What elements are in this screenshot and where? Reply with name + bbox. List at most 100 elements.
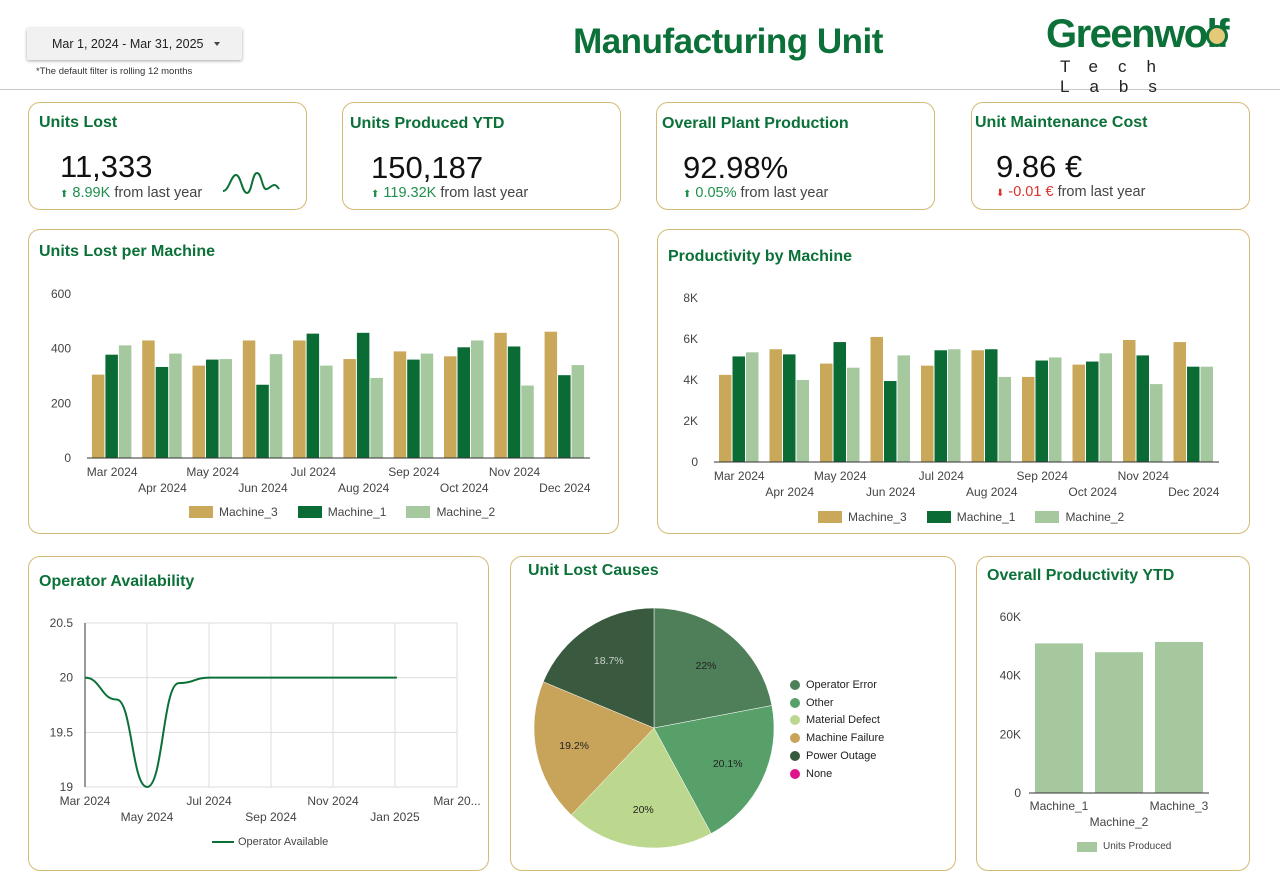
slice-label: 19.2% — [559, 740, 589, 752]
bar — [1187, 366, 1200, 462]
bar — [1123, 340, 1136, 462]
slice-label: 20.1% — [713, 758, 743, 770]
bar — [769, 349, 782, 462]
x-tick-label: Machine_3 — [1150, 799, 1209, 813]
chevron-down-icon[interactable] — [214, 42, 220, 46]
kpi-delta-value: 0.05% — [695, 185, 737, 201]
bar — [91, 374, 105, 458]
x-tick-label: Sep 2024 — [388, 465, 440, 479]
legend-swatch — [790, 733, 800, 744]
x-tick-label: Oct 2024 — [440, 481, 489, 495]
bar — [571, 365, 585, 458]
y-tick-label: 400 — [51, 342, 71, 356]
bar — [971, 350, 984, 462]
legend-label: Material Defect — [806, 714, 880, 727]
kpi-title: Units Produced YTD — [350, 115, 505, 132]
x-tick-label: Jun 2024 — [866, 485, 916, 499]
bar — [544, 331, 558, 458]
bar — [796, 380, 809, 462]
legend-label: None — [806, 767, 833, 780]
kpi-card-units-produced: Units Produced YTD 150,187 ⬆ 119.32K from… — [342, 102, 621, 210]
bar — [306, 333, 320, 458]
y-tick-label: 0 — [64, 451, 71, 465]
legend-label: Operator Available — [238, 836, 329, 848]
chart-title: Units Lost per Machine — [39, 243, 216, 260]
kpi-value: 11,333 — [60, 149, 153, 184]
bar — [444, 356, 457, 458]
x-tick-label: Aug 2024 — [338, 481, 390, 495]
legend-swatch — [1035, 511, 1060, 523]
y-tick-label: 6K — [683, 332, 698, 346]
unit-lost-causes-pie-chart: 22% 20.1% 20% 19.2% 18.7% — [533, 607, 775, 849]
y-tick-label: 20K — [1000, 727, 1021, 741]
company-logo: Greenwolf Tech Labs — [1040, 10, 1260, 96]
kpi-delta-value: 119.32K — [383, 185, 437, 201]
logo-subtitle: Tech Labs — [1060, 57, 1177, 96]
bar — [256, 384, 269, 458]
bar — [242, 340, 256, 458]
bar — [1086, 361, 1099, 462]
legend-swatch — [790, 751, 800, 762]
units-lost-per-machine-card: Units Lost per Machine 0 200 400 600 Mar 202… — [28, 229, 619, 534]
kpi-card-maintenance-cost: Unit Maintenance Cost 9.86 € ⬇ -0.01 € fr… — [971, 102, 1250, 210]
legend-swatch — [926, 511, 951, 523]
y-tick-label: 200 — [51, 396, 71, 410]
legend-swatch — [790, 697, 800, 708]
legend-swatch — [189, 506, 213, 518]
legend-item: Power Outage — [790, 747, 884, 765]
arrow-up-icon: ⬆ — [60, 189, 69, 200]
legend-label: Machine_3 — [219, 505, 278, 519]
legend-label: Units Produced — [1103, 841, 1172, 852]
kpi-delta-suffix: from last year — [440, 185, 529, 201]
chart-legend: Machine_3 Machine_1 Machine_2 — [189, 505, 515, 519]
x-tick-label: Mar 2024 — [714, 469, 765, 483]
pie-slice — [542, 607, 655, 729]
x-tick-label: Aug 2024 — [966, 485, 1018, 499]
arrow-up-icon: ⬆ — [371, 189, 380, 200]
bar — [293, 340, 306, 458]
x-tick-label: Sep 2024 — [245, 810, 297, 824]
bar — [833, 342, 846, 462]
kpi-delta-value: 8.99K — [72, 185, 111, 201]
y-tick-label: 0 — [1014, 786, 1021, 800]
bar — [343, 359, 356, 458]
chart-title: Overall Productivity YTD — [987, 567, 1175, 584]
bar — [206, 359, 219, 458]
chart-legend: Units Produced — [1077, 841, 1191, 852]
kpi-value: 150,187 — [371, 150, 484, 185]
bar — [1136, 355, 1149, 462]
x-tick-label: May 2024 — [186, 465, 239, 479]
bar — [719, 374, 732, 462]
x-tick-label: Machine_2 — [1090, 815, 1149, 829]
kpi-card-units-lost: Units Lost 11,333 ⬆ 8.99K from last year — [28, 102, 307, 210]
operator-availability-line-chart: 19 19.5 20 20.5 Mar 2024 May 2024 Jul 2024 Sep … — [50, 616, 481, 824]
bar — [820, 363, 833, 462]
bar — [934, 350, 947, 462]
bar — [1049, 357, 1062, 462]
legend-label: Power Outage — [806, 750, 877, 763]
x-tick-label: Nov 2024 — [489, 465, 541, 479]
pie-slice — [653, 607, 773, 729]
y-tick-label: 60K — [1000, 610, 1021, 624]
y-tick-label: 20 — [60, 671, 74, 685]
bar — [921, 365, 934, 462]
legend-swatch — [1077, 841, 1097, 852]
legend-swatch — [790, 768, 800, 779]
bar — [420, 353, 434, 458]
bar — [1173, 342, 1186, 462]
kpi-value: 92.98% — [683, 150, 789, 185]
pie-slice — [653, 705, 775, 834]
kpi-delta: ⬆ 0.05% from last year — [683, 185, 828, 201]
slice-label: 20% — [633, 804, 654, 816]
y-tick-label: 40K — [1000, 669, 1021, 683]
bar — [370, 377, 383, 458]
legend-item: Machine_1 — [297, 505, 386, 519]
legend-item: Machine_2 — [406, 505, 495, 519]
x-tick-label: Dec 2024 — [1168, 485, 1220, 499]
date-range-picker[interactable]: Mar 1, 2024 - Mar 31, 2025 — [27, 28, 242, 60]
legend-label: Machine_1 — [956, 510, 1016, 524]
legend-swatch — [790, 679, 800, 690]
arrow-up-icon: ⬆ — [683, 189, 692, 200]
